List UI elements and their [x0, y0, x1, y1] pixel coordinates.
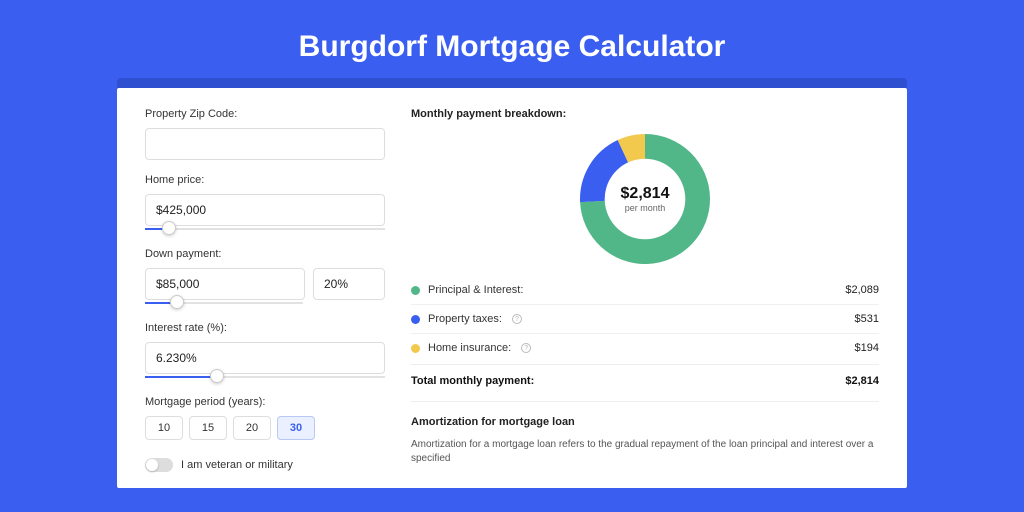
total-label: Total monthly payment:: [411, 375, 534, 387]
legend-value: $2,089: [845, 284, 879, 296]
info-icon[interactable]: ?: [512, 314, 522, 324]
panel-wrap: Property Zip Code: Home price: Down paym…: [117, 88, 907, 488]
interest-rate-label: Interest rate (%):: [145, 322, 385, 334]
period-option-15[interactable]: 15: [189, 416, 227, 440]
page-title: Burgdorf Mortgage Calculator: [0, 0, 1024, 64]
down-payment-pct-input[interactable]: [313, 268, 385, 300]
zip-label: Property Zip Code:: [145, 108, 385, 120]
donut-wrap: $2,814 per month: [411, 134, 879, 264]
period-option-20[interactable]: 20: [233, 416, 271, 440]
legend-label: Principal & Interest:: [428, 284, 523, 296]
field-interest-rate: Interest rate (%):: [145, 322, 385, 382]
breakdown-title: Monthly payment breakdown:: [411, 108, 879, 120]
veteran-label: I am veteran or military: [181, 459, 293, 471]
amortization-title: Amortization for mortgage loan: [411, 416, 879, 428]
toggle-knob: [146, 459, 158, 471]
legend-row: Property taxes:? $531: [411, 305, 879, 334]
legend-value: $531: [855, 313, 879, 325]
home-price-slider[interactable]: [145, 224, 385, 234]
legend-label: Home insurance:: [428, 342, 511, 354]
donut-center: $2,814 per month: [580, 134, 710, 264]
period-option-10[interactable]: 10: [145, 416, 183, 440]
interest-rate-input[interactable]: [145, 342, 385, 374]
field-home-price: Home price:: [145, 174, 385, 234]
amortization-section: Amortization for mortgage loan Amortizat…: [411, 401, 879, 466]
amortization-text: Amortization for a mortgage loan refers …: [411, 438, 879, 466]
legend-value: $194: [855, 342, 879, 354]
legend-dot: [411, 286, 420, 295]
donut-chart: $2,814 per month: [580, 134, 710, 264]
field-zip: Property Zip Code:: [145, 108, 385, 160]
legend-row: Home insurance:? $194: [411, 334, 879, 362]
total-value: $2,814: [845, 375, 879, 387]
period-option-30[interactable]: 30: [277, 416, 315, 440]
calculator-panel: Property Zip Code: Home price: Down paym…: [117, 88, 907, 488]
legend-row: Principal & Interest: $2,089: [411, 276, 879, 305]
total-row: Total monthly payment: $2,814: [411, 364, 879, 401]
field-down-payment: Down payment:: [145, 248, 385, 308]
breakdown-column: Monthly payment breakdown: $2,814 per mo…: [411, 108, 879, 488]
donut-amount: $2,814: [621, 185, 670, 203]
legend-label: Property taxes:: [428, 313, 502, 325]
home-price-input[interactable]: [145, 194, 385, 226]
form-column: Property Zip Code: Home price: Down paym…: [145, 108, 385, 488]
home-price-label: Home price:: [145, 174, 385, 186]
veteran-toggle-row: I am veteran or military: [145, 458, 385, 472]
down-payment-slider[interactable]: [145, 298, 303, 308]
interest-rate-slider[interactable]: [145, 372, 385, 382]
period-label: Mortgage period (years):: [145, 396, 385, 408]
down-payment-input[interactable]: [145, 268, 305, 300]
veteran-toggle[interactable]: [145, 458, 173, 472]
info-icon[interactable]: ?: [521, 343, 531, 353]
legend-dot: [411, 315, 420, 324]
field-period: Mortgage period (years): 10152030: [145, 396, 385, 440]
zip-input[interactable]: [145, 128, 385, 160]
legend-dot: [411, 344, 420, 353]
donut-sub: per month: [625, 203, 666, 213]
down-payment-label: Down payment:: [145, 248, 385, 260]
